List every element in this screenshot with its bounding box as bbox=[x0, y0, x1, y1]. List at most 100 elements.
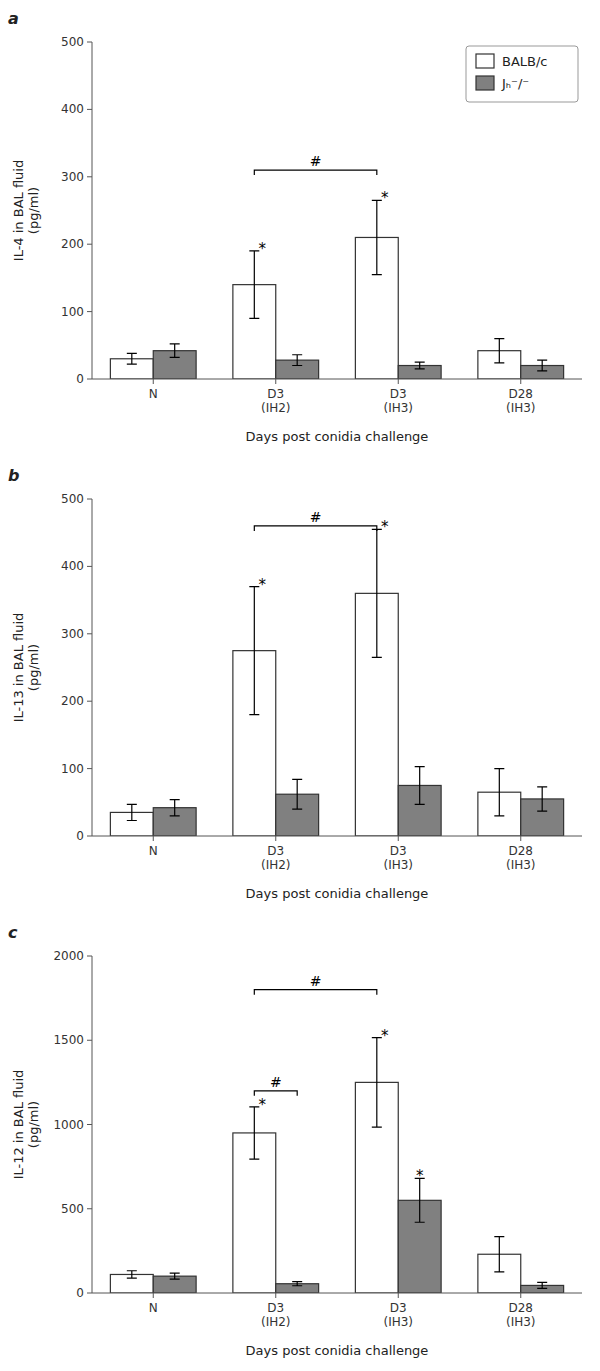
y-tick bbox=[87, 176, 92, 177]
x-axis-label: Days post conidia challenge bbox=[246, 429, 429, 444]
y-tick-label: 100 bbox=[61, 305, 84, 319]
text-line: (pg/ml) bbox=[26, 1101, 41, 1148]
y-tick bbox=[87, 1293, 92, 1294]
panel-label: c bbox=[8, 923, 18, 942]
y-tick-label: 1500 bbox=[53, 1033, 84, 1047]
significance-star: * bbox=[381, 518, 389, 536]
significance-bracket bbox=[254, 526, 377, 531]
legend-swatch bbox=[476, 76, 494, 90]
plot-area bbox=[110, 526, 563, 836]
x-tick bbox=[275, 836, 276, 841]
error-bar bbox=[249, 251, 259, 318]
error-bar bbox=[537, 360, 547, 371]
panel-label: a bbox=[8, 9, 19, 28]
y-tick bbox=[87, 244, 92, 245]
x-tick bbox=[275, 1293, 276, 1298]
bracket-label: # bbox=[310, 153, 322, 169]
y-tick bbox=[87, 1208, 92, 1209]
error-bar bbox=[537, 787, 547, 811]
x-tick-label: D3(IH3) bbox=[383, 1301, 413, 1329]
x-tick bbox=[153, 836, 154, 841]
plot-area bbox=[110, 990, 563, 1293]
bracket-label: # bbox=[270, 1074, 282, 1090]
bracket-label: # bbox=[310, 973, 322, 989]
x-tick-label: D3(IH2) bbox=[261, 387, 291, 415]
y-tick-label: 300 bbox=[61, 627, 84, 641]
error-bar bbox=[249, 587, 259, 715]
panel: a#**0100200300400500ND3(IH2)D3(IH3)D28(I… bbox=[8, 9, 582, 444]
significance-star: * bbox=[259, 240, 267, 258]
significance-star: * bbox=[259, 1096, 267, 1114]
error-bar bbox=[372, 529, 382, 657]
text-line: IL-12 in BAL fluid bbox=[11, 1070, 26, 1180]
y-tick-label: 300 bbox=[61, 170, 84, 184]
x-tick-label: D3(IH3) bbox=[383, 844, 413, 872]
y-tick-label: 0 bbox=[76, 1286, 84, 1300]
legend: BALB/cJₕ⁻/⁻ bbox=[466, 46, 578, 102]
significance-bracket bbox=[254, 170, 377, 175]
y-tick-label: 400 bbox=[61, 102, 84, 116]
text-line: D28 bbox=[508, 1301, 533, 1315]
error-bar bbox=[537, 1282, 547, 1288]
error-bar bbox=[292, 355, 302, 366]
text-line: (IH3) bbox=[506, 1315, 536, 1329]
text-line: (IH2) bbox=[261, 858, 291, 872]
text-line: (IH3) bbox=[383, 401, 413, 415]
y-tick bbox=[87, 311, 92, 312]
panel: b#**0100200300400500ND3(IH2)D3(IH3)D28(I… bbox=[8, 466, 582, 901]
x-tick-label: D28(IH3) bbox=[506, 1301, 536, 1329]
x-tick-label: N bbox=[149, 844, 158, 858]
y-tick bbox=[87, 956, 92, 957]
y-axis-line bbox=[92, 499, 93, 836]
y-tick-label: 1000 bbox=[53, 1118, 84, 1132]
error-bar bbox=[494, 769, 504, 816]
x-tick bbox=[398, 836, 399, 841]
text-line: D3 bbox=[390, 387, 407, 401]
y-tick-label: 2000 bbox=[53, 949, 84, 963]
error-bar bbox=[127, 804, 137, 820]
text-line: D3 bbox=[390, 844, 407, 858]
error-bar bbox=[127, 353, 137, 364]
y-tick bbox=[87, 379, 92, 380]
plot-area bbox=[110, 170, 563, 379]
y-axis-label: IL-12 in BAL fluid(pg/ml) bbox=[11, 1070, 41, 1180]
text-line: IL-4 in BAL fluid bbox=[11, 160, 26, 261]
error-bar bbox=[372, 1038, 382, 1127]
x-tick-label: N bbox=[149, 1301, 158, 1315]
y-tick-label: 500 bbox=[61, 1202, 84, 1216]
error-bar bbox=[170, 344, 180, 357]
significance-star: * bbox=[381, 1027, 389, 1045]
x-tick-label: D3(IH2) bbox=[261, 1301, 291, 1329]
error-bar bbox=[249, 1107, 259, 1159]
y-tick bbox=[87, 499, 92, 500]
background bbox=[0, 0, 600, 1371]
error-bar bbox=[292, 1282, 302, 1286]
x-axis-line bbox=[92, 836, 582, 837]
y-tick-label: 500 bbox=[61, 35, 84, 49]
significance-bracket bbox=[254, 990, 377, 995]
y-tick-label: 400 bbox=[61, 559, 84, 573]
x-axis-label: Days post conidia challenge bbox=[246, 886, 429, 901]
legend-box bbox=[466, 46, 578, 102]
bracket-label: # bbox=[310, 509, 322, 525]
text-line: D3 bbox=[267, 387, 284, 401]
y-tick-label: 500 bbox=[61, 492, 84, 506]
y-tick-label: 0 bbox=[76, 372, 84, 386]
text-line: (IH2) bbox=[261, 401, 291, 415]
panel: c##***0500100015002000ND3(IH2)D3(IH3)D28… bbox=[8, 923, 582, 1358]
x-tick-label: D3(IH2) bbox=[261, 844, 291, 872]
y-tick-label: 100 bbox=[61, 762, 84, 776]
legend-label: BALB/c bbox=[502, 54, 548, 69]
x-tick bbox=[520, 379, 521, 384]
text-line: D3 bbox=[267, 1301, 284, 1315]
text-line: (pg/ml) bbox=[26, 187, 41, 234]
x-tick bbox=[153, 379, 154, 384]
y-tick bbox=[87, 109, 92, 110]
error-bar bbox=[415, 362, 425, 369]
x-axis-line bbox=[92, 1293, 582, 1294]
text-line: D28 bbox=[508, 844, 533, 858]
y-axis-label: IL-13 in BAL fluid(pg/ml) bbox=[11, 613, 41, 723]
x-tick-label: N bbox=[149, 387, 158, 401]
x-tick bbox=[398, 1293, 399, 1298]
x-tick bbox=[153, 1293, 154, 1298]
